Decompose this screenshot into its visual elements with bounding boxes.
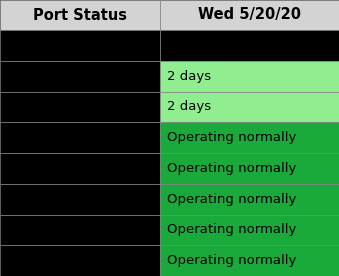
FancyBboxPatch shape [160, 184, 339, 214]
FancyBboxPatch shape [160, 30, 339, 61]
FancyBboxPatch shape [160, 0, 339, 30]
FancyBboxPatch shape [0, 214, 160, 245]
FancyBboxPatch shape [160, 122, 339, 153]
FancyBboxPatch shape [0, 0, 160, 30]
Text: Operating normally: Operating normally [167, 223, 296, 236]
Text: Operating normally: Operating normally [167, 131, 296, 144]
Text: Operating normally: Operating normally [167, 162, 296, 175]
Text: Port Status: Port Status [33, 7, 127, 23]
Text: 2 days: 2 days [167, 70, 211, 83]
FancyBboxPatch shape [0, 153, 160, 184]
FancyBboxPatch shape [160, 245, 339, 276]
FancyBboxPatch shape [160, 61, 339, 92]
FancyBboxPatch shape [0, 245, 160, 276]
FancyBboxPatch shape [0, 122, 160, 153]
FancyBboxPatch shape [0, 184, 160, 214]
FancyBboxPatch shape [160, 153, 339, 184]
Text: 2 days: 2 days [167, 100, 211, 113]
FancyBboxPatch shape [160, 214, 339, 245]
FancyBboxPatch shape [0, 61, 160, 92]
Text: Wed 5/20/20: Wed 5/20/20 [198, 7, 301, 23]
FancyBboxPatch shape [160, 92, 339, 122]
Text: Operating normally: Operating normally [167, 254, 296, 267]
FancyBboxPatch shape [0, 92, 160, 122]
FancyBboxPatch shape [0, 30, 160, 61]
Text: Operating normally: Operating normally [167, 193, 296, 206]
